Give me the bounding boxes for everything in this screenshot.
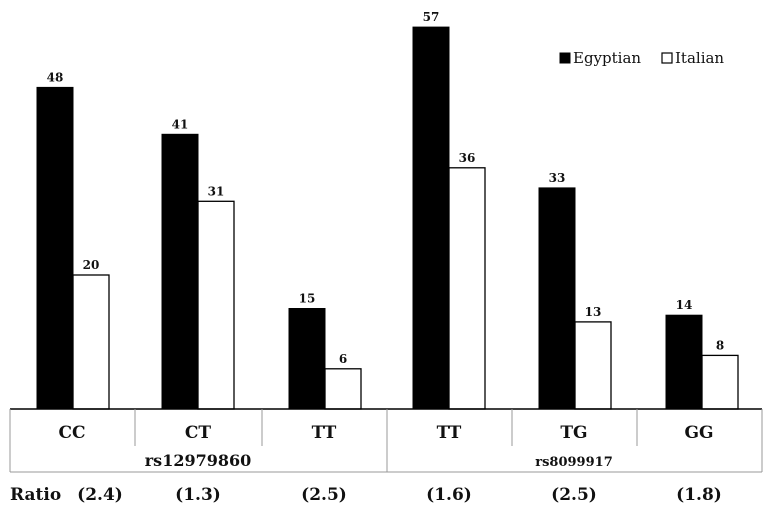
value-label-egyptian-gg-5: 14 bbox=[676, 298, 693, 312]
category-label-gg: GG bbox=[684, 423, 713, 443]
ratio-value-tt-rs8099917: (1.6) bbox=[426, 485, 472, 505]
group-label-rs8099917: rs8099917 bbox=[535, 455, 613, 470]
value-label-italian-ct-1: 31 bbox=[208, 184, 225, 198]
category-label-cc: CC bbox=[58, 423, 85, 443]
ratio-value-tg: (2.5) bbox=[551, 485, 597, 505]
category-table: CC CT TT TT TG GG rs12979860 rs8099917 R… bbox=[9, 408, 763, 505]
bar-italian-tt-2 bbox=[324, 368, 362, 410]
legend: Egyptian Italian bbox=[559, 49, 724, 67]
value-label-italian-cc-0: 20 bbox=[83, 258, 100, 272]
bar-egyptian-ct-1 bbox=[161, 133, 199, 410]
bars-layer bbox=[36, 26, 739, 410]
value-label-italian-gg-5: 8 bbox=[716, 338, 724, 352]
bar-italian-tt-3 bbox=[448, 167, 486, 410]
category-label-tg: TG bbox=[560, 423, 587, 443]
ratio-row-label: Ratio bbox=[10, 485, 61, 505]
bar-italian-ct-1 bbox=[197, 200, 235, 410]
value-label-egyptian-tt-2: 15 bbox=[299, 292, 316, 306]
bar-italian-gg-5 bbox=[701, 354, 739, 410]
value-label-egyptian-tt-3: 57 bbox=[423, 10, 440, 24]
value-label-egyptian-cc-0: 48 bbox=[47, 70, 64, 84]
bar-egyptian-tt-2 bbox=[288, 308, 326, 410]
bar-egyptian-gg-5 bbox=[665, 314, 703, 410]
value-label-egyptian-ct-1: 41 bbox=[172, 117, 189, 131]
ratio-value-cc: (2.4) bbox=[77, 485, 123, 505]
value-labels-layer: 48 41 15 57 33 14 20 31 6 36 13 8 bbox=[47, 10, 725, 366]
ratio-value-gg: (1.8) bbox=[676, 485, 722, 505]
bar-egyptian-tt-3 bbox=[412, 26, 450, 410]
value-label-italian-tt-2: 6 bbox=[339, 352, 347, 366]
legend-label-egyptian: Egyptian bbox=[573, 49, 641, 67]
value-label-egyptian-tg-4: 33 bbox=[549, 171, 566, 185]
value-label-italian-tt-3: 36 bbox=[459, 151, 476, 165]
bar-italian-cc-0 bbox=[72, 274, 110, 410]
legend-swatch-egyptian bbox=[559, 52, 571, 64]
category-label-ct: CT bbox=[185, 423, 212, 443]
category-label-tt-rs8099917: TT bbox=[437, 423, 462, 443]
legend-label-italian: Italian bbox=[675, 49, 724, 67]
bar-egyptian-tg-4 bbox=[538, 187, 576, 410]
legend-swatch-italian bbox=[661, 52, 673, 64]
bar-egyptian-cc-0 bbox=[36, 86, 74, 410]
ratio-value-ct: (1.3) bbox=[175, 485, 221, 505]
value-label-italian-tg-4: 13 bbox=[585, 305, 602, 319]
category-label-tt-rs12979860: TT bbox=[312, 423, 337, 443]
bar-italian-tg-4 bbox=[574, 321, 612, 410]
group-label-rs12979860: rs12979860 bbox=[145, 451, 252, 470]
ratio-value-tt-rs12979860: (2.5) bbox=[301, 485, 347, 505]
